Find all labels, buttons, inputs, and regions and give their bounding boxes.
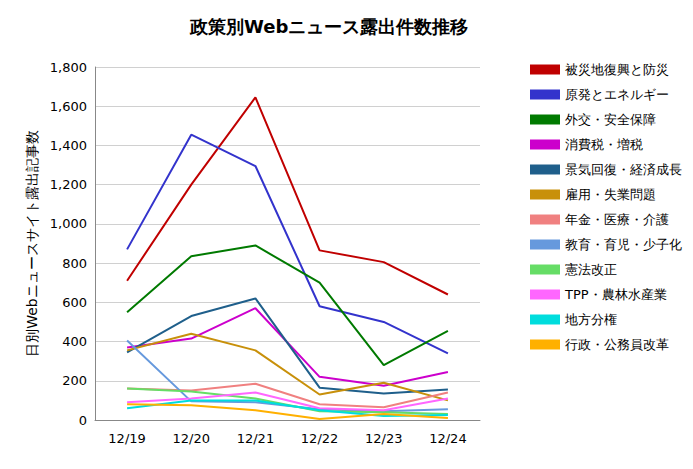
svg-text:12/22: 12/22 [301,431,338,446]
svg-text:1,000: 1,000 [50,216,87,231]
svg-text:TPP・農林水産業: TPP・農林水産業 [564,287,667,302]
svg-text:600: 600 [62,295,87,310]
svg-text:行政・公務員改革: 行政・公務員改革 [565,337,669,352]
svg-text:1,200: 1,200 [50,177,87,192]
svg-text:12/20: 12/20 [173,431,210,446]
svg-text:200: 200 [62,373,87,388]
svg-text:地方分権: 地方分権 [564,312,617,327]
svg-text:景気回復・経済成長: 景気回復・経済成長 [565,162,682,177]
svg-text:消費税・増税: 消費税・増税 [565,137,643,152]
svg-text:0: 0 [79,413,87,428]
svg-text:12/23: 12/23 [365,431,402,446]
svg-text:12/21: 12/21 [237,431,274,446]
svg-text:憲法改正: 憲法改正 [564,262,617,277]
svg-text:1,600: 1,600 [50,99,87,114]
svg-text:教育・育児・少子化: 教育・育児・少子化 [565,237,682,252]
svg-text:1,800: 1,800 [50,60,87,75]
svg-text:12/19: 12/19 [108,431,145,446]
svg-text:1,400: 1,400 [50,138,87,153]
svg-text:800: 800 [62,256,87,271]
svg-text:外交・安全保障: 外交・安全保障 [565,112,656,127]
svg-text:400: 400 [62,334,87,349]
svg-text:政策別Webニュース露出件数推移: 政策別Webニュース露出件数推移 [189,16,468,37]
svg-text:原発とエネルギー: 原発とエネルギー [565,87,669,102]
svg-text:雇用・失業問題: 雇用・失業問題 [565,187,656,202]
svg-text:被災地復興と防災: 被災地復興と防災 [565,62,669,77]
svg-text:日別Webニュースサイト露出記事数: 日別Webニュースサイト露出記事数 [24,130,40,357]
svg-text:年金・医療・介護: 年金・医療・介護 [565,212,669,227]
svg-text:12/24: 12/24 [429,431,466,446]
